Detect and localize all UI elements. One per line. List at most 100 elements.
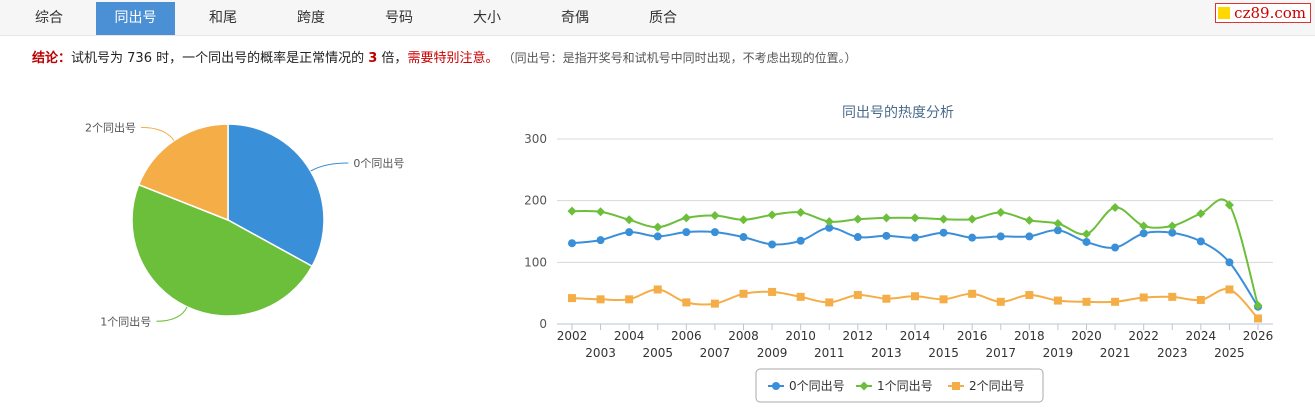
conclusion-multiplier: 3 bbox=[368, 51, 378, 66]
series-2-point-16 bbox=[1025, 291, 1034, 300]
series-2-point-17 bbox=[1053, 296, 1062, 305]
series-2-point-14 bbox=[968, 289, 977, 298]
pie-label-0: 0个同出号 bbox=[353, 156, 404, 170]
conclusion-text: 试机号为 736 时，一个同出号的概率是正常情况的 bbox=[71, 51, 365, 66]
series-2-point-23 bbox=[1225, 285, 1234, 294]
y-tick-label-0: 0 bbox=[539, 317, 547, 331]
series-2-point-21 bbox=[1168, 292, 1177, 301]
series-1-point-20 bbox=[1139, 221, 1149, 231]
series-2-point-1 bbox=[596, 295, 605, 304]
series-0-point-18 bbox=[1082, 237, 1091, 246]
x-tick-label-21: 2023 bbox=[1157, 346, 1188, 360]
x-tick-label-19: 2021 bbox=[1100, 346, 1131, 360]
x-tick-label-14: 2016 bbox=[957, 329, 988, 343]
series-2-point-2 bbox=[625, 295, 634, 304]
tab-7[interactable]: 质合 bbox=[649, 10, 677, 26]
pie-slice-0 bbox=[227, 123, 325, 268]
x-tick-label-18: 2020 bbox=[1071, 329, 1102, 343]
series-1-point-13 bbox=[939, 214, 949, 224]
series-1-point-7 bbox=[767, 210, 777, 220]
x-tick-label-23: 2025 bbox=[1214, 346, 1245, 360]
tab-2[interactable]: 和尾 bbox=[209, 10, 237, 26]
series-0-point-12 bbox=[911, 233, 919, 242]
series-0-point-13 bbox=[939, 228, 948, 237]
x-tick-label-17: 2019 bbox=[1043, 346, 1074, 360]
tab-3[interactable]: 跨度 bbox=[297, 10, 325, 26]
series-1-point-0 bbox=[567, 206, 577, 216]
conclusion-warning: 需要特别注意。 bbox=[407, 51, 499, 66]
series-2-point-3 bbox=[653, 285, 662, 294]
series-1-point-12 bbox=[910, 213, 920, 223]
series-1-point-9 bbox=[824, 217, 834, 227]
series-1-point-17 bbox=[1053, 218, 1063, 228]
chart-title: 同出号的热度分析 bbox=[842, 105, 954, 121]
series-0 bbox=[568, 223, 1262, 311]
series-2-point-4 bbox=[682, 298, 691, 307]
tab-6[interactable]: 奇偶 bbox=[561, 10, 589, 26]
tab-bar: 综合 同出号 和尾 跨度 号码 大小 奇偶 质合 bbox=[0, 0, 1315, 36]
legend-label-1[interactable]: 1个同出号 bbox=[877, 379, 933, 393]
logo-square-icon bbox=[1218, 7, 1231, 19]
series-0-point-20 bbox=[1139, 229, 1148, 238]
series-1-point-15 bbox=[996, 207, 1006, 217]
y-tick-label-1: 100 bbox=[524, 255, 547, 269]
series-0-point-23 bbox=[1225, 258, 1234, 267]
series-0-point-22 bbox=[1196, 237, 1205, 246]
series-2-point-15 bbox=[996, 297, 1005, 306]
legend-label-0[interactable]: 0个同出号 bbox=[789, 379, 845, 393]
tab-4[interactable]: 号码 bbox=[385, 10, 413, 26]
series-0-point-3 bbox=[653, 232, 662, 241]
pie-connector-2 bbox=[140, 126, 175, 141]
site-logo[interactable]: cz89.com bbox=[1215, 3, 1311, 23]
x-tick-label-11: 2013 bbox=[871, 346, 902, 360]
logo-text: cz89.com bbox=[1234, 4, 1306, 22]
pie-label-2: 2个同出号 bbox=[85, 120, 136, 134]
pie-connector-1 bbox=[156, 306, 188, 322]
series-1-point-10 bbox=[853, 214, 863, 224]
series-1-point-4 bbox=[681, 213, 691, 223]
y-tick-label-2: 200 bbox=[524, 194, 547, 208]
series-0-point-11 bbox=[882, 231, 891, 240]
tab-1[interactable]: 同出号 bbox=[96, 2, 175, 35]
legend-box bbox=[755, 368, 1044, 403]
x-tick-label-12: 2014 bbox=[900, 329, 931, 343]
series-0-point-1 bbox=[596, 236, 605, 245]
legend-marker-0 bbox=[772, 382, 780, 390]
x-tick-label-4: 2006 bbox=[671, 329, 702, 343]
series-1-point-19 bbox=[1110, 202, 1120, 212]
pie-chart: 0个同出号 1个同出号 2个同出号 bbox=[85, 120, 404, 328]
series-0-point-8 bbox=[796, 236, 805, 245]
series-2-point-9 bbox=[825, 298, 834, 307]
series-1-point-5 bbox=[710, 210, 720, 220]
tab-5[interactable]: 大小 bbox=[473, 10, 501, 26]
series-0-point-16 bbox=[1025, 232, 1034, 241]
x-tick-label-5: 2007 bbox=[700, 346, 731, 360]
legend-marker-1 bbox=[859, 381, 869, 391]
x-tick-label-3: 2005 bbox=[642, 346, 673, 360]
series-2-point-11 bbox=[882, 294, 891, 303]
legend: 0个同出号 1个同出号 2个同出号 bbox=[755, 368, 1044, 403]
conclusion-line: 结论：试机号为 736 时，一个同出号的概率是正常情况的 3 倍，需要特别注意。… bbox=[32, 47, 857, 66]
legend-marker-2 bbox=[952, 382, 960, 390]
series-2-point-19 bbox=[1111, 297, 1120, 306]
series-0-point-9 bbox=[825, 223, 834, 232]
x-tick-label-6: 2008 bbox=[728, 329, 759, 343]
conclusion-note: （同出号：是指开奖号和试机号中同时出现，不考虑出现的位置。） bbox=[502, 51, 857, 65]
legend-label-2[interactable]: 2个同出号 bbox=[969, 379, 1025, 393]
series-0-point-2 bbox=[625, 228, 634, 237]
series-1-point-23 bbox=[1224, 200, 1234, 210]
x-tick-label-16: 2018 bbox=[1014, 329, 1045, 343]
series-1-point-21 bbox=[1167, 221, 1177, 231]
series-2-point-10 bbox=[853, 291, 862, 300]
series-2-point-5 bbox=[710, 299, 719, 308]
x-tick-label-10: 2012 bbox=[843, 329, 874, 343]
pie-slice-2 bbox=[137, 123, 229, 222]
series-0-point-19 bbox=[1111, 243, 1120, 252]
series-0-point-15 bbox=[996, 232, 1005, 241]
series-1-point-8 bbox=[796, 207, 806, 217]
tab-0[interactable]: 综合 bbox=[35, 10, 63, 26]
series-2-point-22 bbox=[1196, 295, 1205, 304]
x-tick-label-7: 2009 bbox=[757, 346, 788, 360]
series-0-point-4 bbox=[682, 228, 691, 237]
series-2-point-24 bbox=[1254, 314, 1262, 323]
